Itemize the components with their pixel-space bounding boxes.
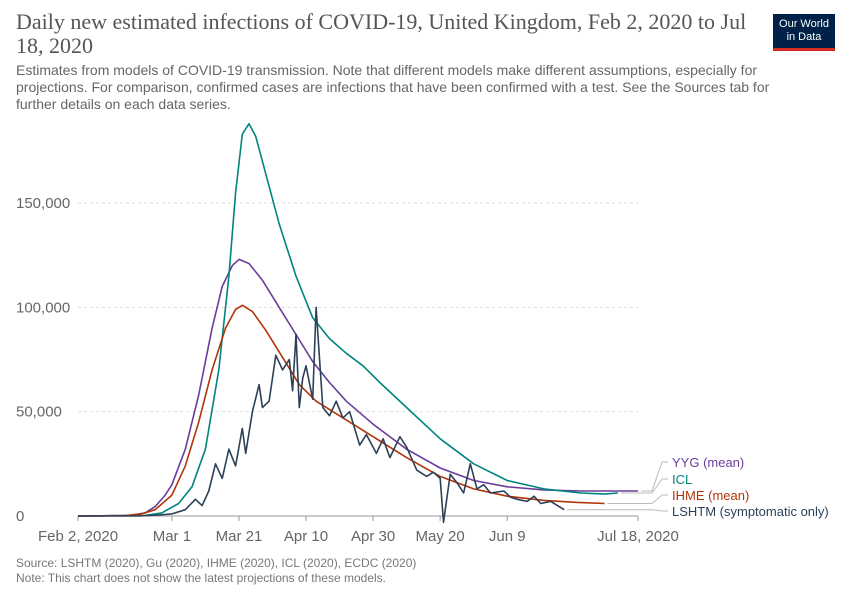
y-tick-label: 100,000: [16, 299, 70, 316]
y-tick-label: 50,000: [16, 404, 62, 421]
logo-line-2: in Data: [786, 31, 822, 43]
chart-title: Daily new estimated infections of COVID-…: [16, 9, 747, 58]
logo-line-1: Our World: [779, 18, 829, 30]
y-tick-label: 0: [16, 508, 24, 525]
x-tick-label: Feb 2, 2020: [38, 528, 118, 545]
legend-connector: [641, 461, 668, 492]
x-tick-label: Mar 21: [216, 528, 263, 545]
series-line[interactable]: [77, 122, 618, 517]
x-tick-label: May 20: [416, 528, 465, 545]
legend-label[interactable]: ICL: [672, 472, 692, 487]
x-tick-label: Apr 30: [351, 528, 395, 545]
y-tick-label: 150,000: [16, 195, 70, 212]
y-axis-ticks: 0 50,000 100,000 150,000: [16, 195, 70, 525]
legend-label[interactable]: IHME (mean): [672, 488, 749, 503]
chart-footer: Source: LSHTM (2020), Gu (2020), IHME (2…: [16, 556, 416, 586]
series-line[interactable]: [77, 258, 638, 517]
x-tick-label: Jul 18, 2020: [597, 528, 679, 545]
legend-connector: [567, 509, 668, 512]
grid-lines: [78, 202, 638, 413]
owid-logo[interactable]: Our World in Data: [773, 14, 835, 51]
series-line[interactable]: [77, 304, 605, 517]
legend-connector: [620, 478, 668, 494]
x-tick-label: Apr 10: [284, 528, 328, 545]
legend-label[interactable]: YYG (mean): [672, 455, 744, 470]
x-tick-label: Mar 1: [153, 528, 191, 545]
source-note: Source: LSHTM (2020), Gu (2020), IHME (2…: [16, 556, 417, 570]
series-line[interactable]: [78, 306, 565, 524]
chart-subtitle: Estimates from models of COVID-19 transm…: [16, 62, 770, 112]
x-tick-label: Jun 9: [489, 528, 526, 545]
chart-note: Note: This chart does not show the lates…: [16, 571, 386, 585]
x-axis: Feb 2, 2020 Mar 1 Mar 21 Apr 10 Apr 30 May 20…: [38, 515, 679, 545]
legend-label[interactable]: LSHTM (symptomatic only): [672, 504, 829, 519]
legend-connector: [607, 494, 668, 504]
series-lines: [77, 122, 638, 524]
